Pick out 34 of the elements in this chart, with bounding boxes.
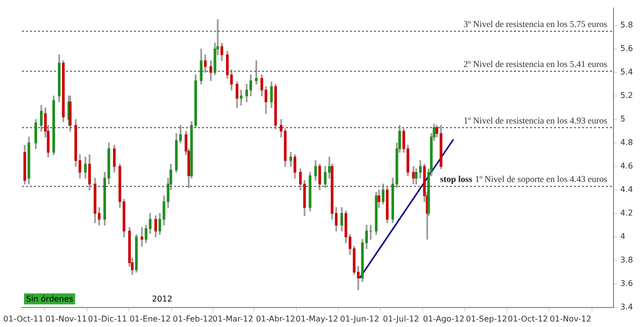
x-tick-label: 01-Ene-12 — [130, 314, 171, 324]
y-tick-label: 4.2 — [620, 208, 634, 218]
x-tick-label: 01-Nov-11 — [45, 314, 87, 324]
x-tick-label: 01-Nov-12 — [550, 314, 592, 324]
annotation: stop loss — [440, 174, 473, 184]
y-tick-label: 5.4 — [620, 68, 634, 76]
annotation: 2012 — [152, 294, 172, 304]
x-tick-label: 01-Jun-12 — [340, 314, 380, 324]
x-tick-label: 01-Feb-12 — [172, 314, 214, 324]
x-tick-label: 01-Dic-11 — [88, 314, 127, 324]
ref-line-label: 2º Nivel de resistencia en los 5.41 euros — [464, 59, 608, 70]
y-tick-label: 5.6 — [620, 44, 634, 53]
x-tick-label: 01-May-12 — [296, 314, 338, 324]
y-tick-label: 4 — [620, 232, 626, 241]
x-tick-label: 01-Jul-12 — [382, 314, 420, 324]
y-tick-label: 4.6 — [620, 161, 634, 170]
x-tick-label: 01-Mar-12 — [212, 314, 254, 324]
x-tick-label: 01-Sep-12 — [466, 314, 508, 324]
y-tick-label: 3.6 — [620, 278, 634, 288]
ref-line-label: 1º Nivel de soporte en los 4.43 euros — [474, 174, 608, 184]
x-tick-label: 01-Abr-12 — [256, 314, 296, 324]
x-tick-label: 01-Oct-11 — [3, 314, 44, 324]
y-tick-label: 3.4 — [620, 302, 634, 312]
y-tick-label: 5 — [620, 114, 626, 124]
y-tick-label: 5.2 — [620, 90, 634, 100]
y-tick-label: 4.4 — [620, 184, 634, 194]
x-tick-label: 01-Oct-12 — [508, 314, 548, 324]
ref-line-label: 3º Nivel de resistencia en los 5.75 euros — [464, 19, 608, 30]
y-tick-label: 3.8 — [620, 255, 634, 264]
x-tick-label: 01-Ago-12 — [422, 314, 465, 324]
y-tick-label: 5.8 — [620, 20, 634, 30]
annotation: Sin órdenes — [26, 294, 74, 304]
y-tick-label: 4.8 — [620, 138, 634, 147]
ref-line-label: 1º Nivel de resistencia en los 4.93 euros — [464, 116, 608, 126]
